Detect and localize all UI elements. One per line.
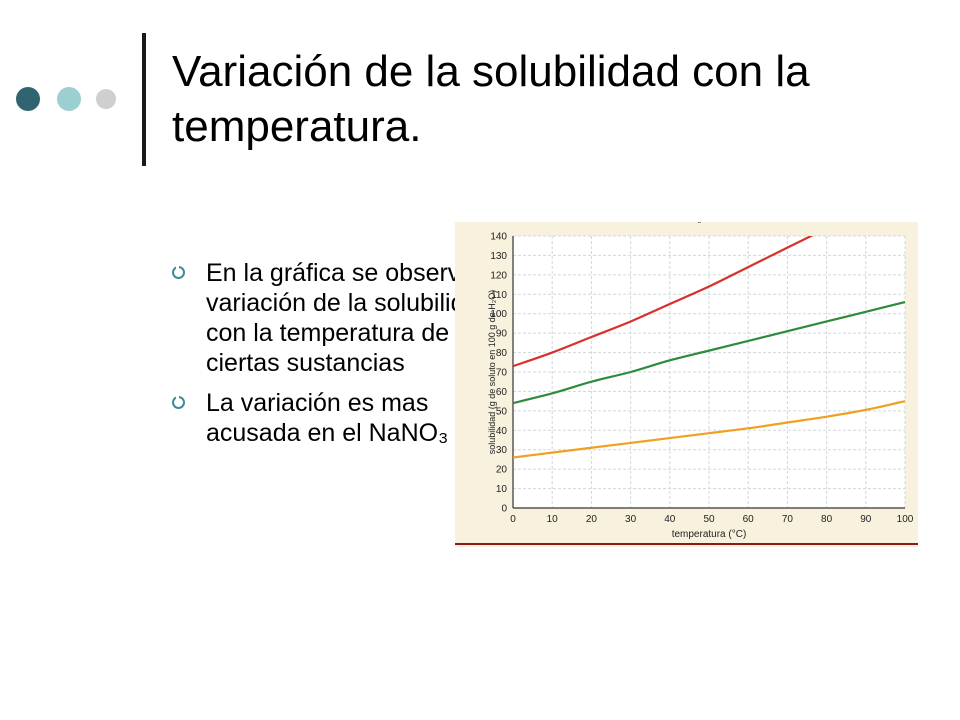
bullet-text-2: La variación es mas acusada en el NaNO₃ <box>206 389 449 447</box>
solubility-chart: 0 10 20 30 40 50 60 70 80 90 100 110 120 130 140 0 10 20 3… <box>455 214 918 547</box>
bullet-text-1: En la gráfica se observa la variación de… <box>206 259 501 377</box>
x-axis-label: temperatura (°C) <box>672 529 747 540</box>
y-tick-label: 70 <box>496 368 508 379</box>
x-tick-label: 70 <box>782 514 794 525</box>
series-label-2: KBr <box>732 222 749 225</box>
slide-title: Variación de la solubilidad con la tempe… <box>172 47 810 151</box>
series-line-3 <box>513 400 905 459</box>
y-tick-label: 90 <box>496 329 508 340</box>
y-tick-label: 10 <box>496 484 508 495</box>
x-tick-label: 100 <box>897 514 914 525</box>
bullet-list: En la gráfica se observa la variación de… <box>172 258 512 458</box>
x-tick-label: 50 <box>703 514 715 525</box>
y-axis-label: solubilidad (g de soluto en 100 g de H₂O… <box>487 290 497 455</box>
y-tick-label: 140 <box>490 232 507 243</box>
x-tick-label: 60 <box>743 514 755 525</box>
bullet-icon <box>172 395 185 409</box>
y-tick-label: 40 <box>496 426 508 437</box>
y-tick-label: 0 <box>501 504 507 515</box>
series-line-2 <box>513 300 905 405</box>
x-tick-label: 0 <box>510 514 516 525</box>
bullet-item-1: En la gráfica se observa la variación de… <box>172 258 512 378</box>
y-tick-label: 30 <box>496 445 508 456</box>
x-tick-label: 30 <box>625 514 637 525</box>
x-tick-label: 10 <box>547 514 559 525</box>
x-tick-label: 90 <box>860 514 872 525</box>
bullet-item-2: La variación es mas acusada en el NaNO₃ <box>172 388 512 448</box>
series-label-1: NaNO₃ <box>670 222 702 225</box>
y-tick-label: 80 <box>496 348 508 359</box>
series-label-3: KCl <box>764 222 780 225</box>
x-tick-label: 40 <box>664 514 676 525</box>
y-tick-label: 110 <box>491 290 507 301</box>
y-tick-label: 130 <box>490 251 507 262</box>
bullet-icon <box>172 265 185 279</box>
title-divider <box>142 33 146 166</box>
series-line-1 <box>513 236 814 368</box>
y-tick-label: 60 <box>496 387 508 398</box>
decor-dot-dark <box>16 87 40 111</box>
decor-dot-teal <box>57 87 81 111</box>
x-tick-label: 20 <box>586 514 598 525</box>
decor-dot-gray <box>96 89 116 109</box>
x-tick-label: 80 <box>821 514 833 525</box>
y-tick-label: 20 <box>496 465 508 476</box>
y-tick-label: 120 <box>490 270 507 281</box>
chart-svg: 0 10 20 30 40 50 60 70 80 90 100 110 120 130 140 0 10 20 3… <box>455 214 918 545</box>
y-tick-label: 100 <box>490 309 507 320</box>
y-tick-label: 50 <box>496 406 508 417</box>
